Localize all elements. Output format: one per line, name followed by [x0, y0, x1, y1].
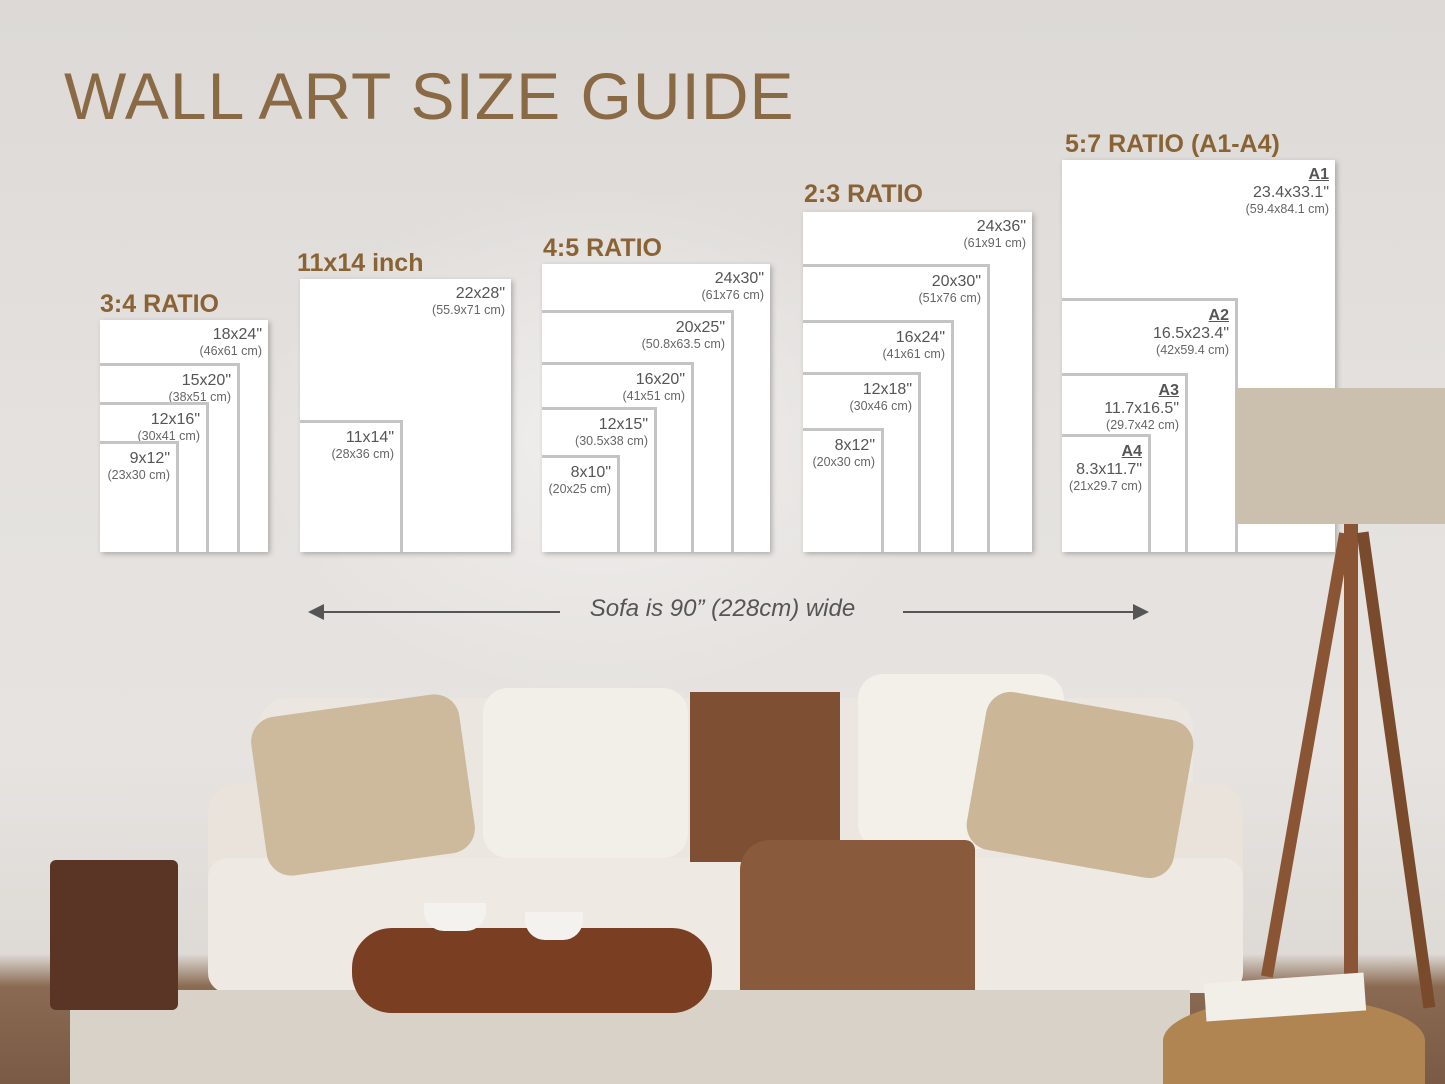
size-cm: (29.7x42 cm) [1106, 418, 1179, 432]
paper-size: A4 [1121, 443, 1142, 460]
frame-label: A1 23.4x33.1" (59.4x84.1 cm) [1246, 166, 1329, 216]
size-inches: 8x12" [834, 437, 875, 454]
paper-size: A3 [1158, 382, 1179, 399]
size-inches: 18x24" [212, 326, 262, 343]
pillow [247, 691, 479, 879]
size-cm: (30.5x38 cm) [575, 434, 648, 448]
arrow-right-icon [1133, 604, 1149, 620]
frame-label: 15x20" (38x51 cm) [168, 372, 231, 404]
frame-label: 9x12" (23x30 cm) [107, 450, 170, 482]
frame-size: 9x12" (23x30 cm) [100, 441, 179, 552]
cup [424, 903, 486, 931]
frame-label: 16x20" (41x51 cm) [622, 371, 685, 403]
size-inches: 23.4x33.1" [1253, 184, 1329, 201]
size-cm: (61x91 cm) [963, 236, 1026, 250]
frame-label: 24x30" (61x76 cm) [701, 270, 764, 302]
size-cm: (20x25 cm) [548, 482, 611, 496]
sofa-width-note: Sofa is 90” (228cm) wide [589, 595, 856, 622]
throw-blanket [690, 692, 840, 862]
size-cm: (61x76 cm) [701, 288, 764, 302]
group-title: 4:5 RATIO [543, 234, 662, 262]
group-title: 11x14 inch [297, 249, 424, 277]
size-cm: (28x36 cm) [331, 447, 394, 461]
group-title: 5:7 RATIO (A1-A4) [1065, 130, 1280, 158]
size-cm: (20x30 cm) [812, 455, 875, 469]
size-cm: (21x29.7 cm) [1069, 479, 1142, 493]
arrow-right-line [903, 611, 1133, 613]
frame-label: 11x14" (28x36 cm) [331, 429, 394, 461]
size-cm: (41x51 cm) [622, 389, 685, 403]
size-inches: 11.7x16.5" [1104, 400, 1179, 417]
size-cm: (23x30 cm) [107, 468, 170, 482]
arrow-left-line [318, 611, 560, 613]
group-title: 3:4 RATIO [100, 290, 219, 318]
frame-size: 8x10" (20x25 cm) [542, 455, 620, 552]
size-inches: 20x25" [675, 319, 725, 336]
frame-label: A3 11.7x16.5" (29.7x42 cm) [1104, 382, 1179, 432]
pillow [483, 688, 688, 858]
size-cm: (41x61 cm) [882, 347, 945, 361]
size-inches: 20x30" [931, 273, 981, 290]
frame-size: 11x14" (28x36 cm) [300, 420, 403, 552]
size-inches: 24x36" [976, 218, 1026, 235]
cup [525, 912, 583, 940]
size-inches: 24x30" [714, 270, 764, 287]
frame-label: 8x12" (20x30 cm) [812, 437, 875, 469]
page-title: WALL ART SIZE GUIDE [64, 59, 795, 133]
magazine-rack [50, 860, 178, 1010]
frame-label: 20x25" (50.8x63.5 cm) [642, 319, 725, 351]
size-cm: (46x61 cm) [199, 344, 262, 358]
size-cm: (59.4x84.1 cm) [1245, 202, 1329, 216]
frame-label: 12x15" (30.5x38 cm) [575, 416, 648, 448]
size-inches: 12x18" [862, 381, 912, 398]
size-inches: 8x10" [570, 464, 611, 481]
frame-label: A4 8.3x11.7" (21x29.7 cm) [1069, 443, 1142, 493]
size-inches: 8.3x11.7" [1076, 461, 1142, 478]
frame-label: 16x24" (41x61 cm) [882, 329, 945, 361]
paper-size: A1 [1308, 166, 1329, 183]
size-inches: 16.5x23.4" [1153, 325, 1229, 342]
paper-size: A2 [1208, 307, 1229, 324]
size-cm: (51x76 cm) [918, 291, 981, 305]
size-cm: (38x51 cm) [168, 390, 231, 404]
coffee-table [352, 928, 712, 1013]
size-inches: 9x12" [129, 450, 170, 467]
size-inches: 12x15" [598, 416, 648, 433]
lamp-shade [1236, 388, 1445, 524]
group-title: 2:3 RATIO [804, 180, 923, 208]
size-inches: 22x28" [455, 285, 505, 302]
frame-label: 20x30" (51x76 cm) [918, 273, 981, 305]
size-inches: 15x20" [181, 372, 231, 389]
size-cm: (30x41 cm) [137, 429, 200, 443]
frame-label: 12x16" (30x41 cm) [137, 411, 200, 443]
size-cm: (30x46 cm) [849, 399, 912, 413]
frame-size: 8x12" (20x30 cm) [803, 428, 884, 552]
arrow-left-icon [308, 604, 324, 620]
frame-size: A4 8.3x11.7" (21x29.7 cm) [1062, 434, 1151, 552]
size-inches: 11x14" [345, 429, 394, 446]
size-cm: (55.9x71 cm) [432, 303, 505, 317]
size-inches: 16x20" [635, 371, 685, 388]
frame-label: 22x28" (55.9x71 cm) [432, 285, 505, 317]
size-inches: 16x24" [895, 329, 945, 346]
frame-label: 8x10" (20x25 cm) [548, 464, 611, 496]
frame-label: 12x18" (30x46 cm) [849, 381, 912, 413]
frame-label: 18x24" (46x61 cm) [199, 326, 262, 358]
size-cm: (42x59.4 cm) [1156, 343, 1229, 357]
size-inches: 12x16" [150, 411, 200, 428]
frame-label: 24x36" (61x91 cm) [963, 218, 1026, 250]
lamp-leg [1344, 524, 1358, 1024]
size-cm: (50.8x63.5 cm) [641, 337, 725, 351]
frame-label: A2 16.5x23.4" (42x59.4 cm) [1153, 307, 1229, 357]
